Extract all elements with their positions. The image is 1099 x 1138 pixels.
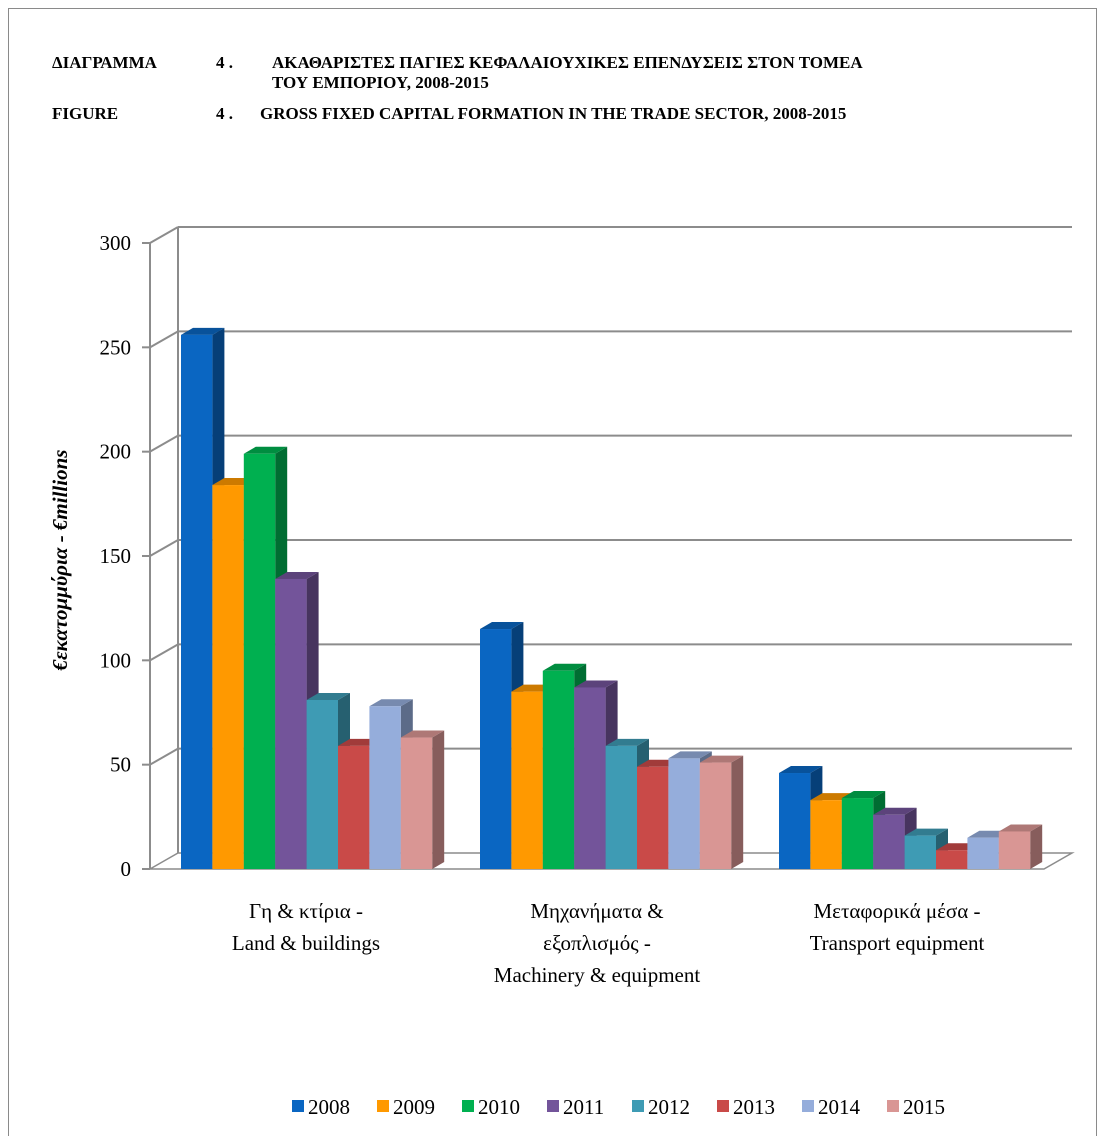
legend-item-2011: 2011 <box>547 1095 604 1119</box>
legend-item-2012: 2012 <box>632 1095 690 1119</box>
legend-item-2013: 2013 <box>717 1095 775 1119</box>
gridline-200 <box>149 434 179 453</box>
y-tick-label-300: 300 <box>100 231 132 255</box>
legend-label-2010: 2010 <box>478 1095 520 1119</box>
gridline-150 <box>149 539 179 557</box>
gridline-100 <box>149 643 179 662</box>
category-label-2-line2: εξοπλισμός - <box>543 931 651 955</box>
y-tick-label-0: 0 <box>121 857 132 881</box>
legend-swatch-2010 <box>462 1100 474 1112</box>
legend-item-2008: 2008 <box>292 1095 350 1119</box>
chart-legend: 2008 2009 2010 2011 2012 2013 2014 2015 <box>292 1095 945 1119</box>
header-greek-title: ΑΚΑΘΑΡΙΣΤΕΣ ΠΑΓΙΕΣ ΚΕΦΑΛΑΙΟΥΧΙΚΕΣ ΕΠΕΝΔΥ… <box>272 53 863 72</box>
bar-2015-cat2 <box>699 755 744 869</box>
y-axis-title: €εκατομμύρια - €millions <box>48 450 72 672</box>
category-label-1-line1: Γη & κτίρια - <box>249 899 363 923</box>
header-greek-label: ΔΙΑΓΡΑΜΜΑ <box>52 53 157 72</box>
y-tick-label-100: 100 <box>100 648 132 672</box>
y-tick-label-150: 150 <box>100 544 132 568</box>
bar-2015-cat3 <box>998 824 1043 869</box>
header-english-number: 4 . <box>216 104 233 123</box>
legend-label-2008: 2008 <box>308 1095 350 1119</box>
category-label-3-line2: Transport equipment <box>810 931 985 955</box>
legend-swatch-2013 <box>717 1100 729 1112</box>
legend-swatch-2015 <box>887 1100 899 1112</box>
legend-swatch-2011 <box>547 1100 559 1112</box>
gridline-250 <box>149 330 179 349</box>
category-label-2-line1: Μηχανήματα & <box>530 899 663 923</box>
y-tick-label-200: 200 <box>100 440 132 464</box>
legend-label-2014: 2014 <box>818 1095 861 1119</box>
legend-item-2009: 2009 <box>377 1095 435 1119</box>
chart-bars <box>181 327 1043 869</box>
legend-label-2015: 2015 <box>903 1095 945 1119</box>
legend-label-2011: 2011 <box>563 1095 604 1119</box>
legend-swatch-2012 <box>632 1100 644 1112</box>
legend-label-2012: 2012 <box>648 1095 690 1119</box>
legend-swatch-2014 <box>802 1100 814 1112</box>
header-english-label: FIGURE <box>52 104 119 123</box>
legend-label-2013: 2013 <box>733 1095 775 1119</box>
header-greek-number: 4 . <box>216 53 233 72</box>
header-greek-title-cont: ΤΟΥ ΕΜΠΟΡΙΟΥ, 2008-2015 <box>272 73 489 92</box>
category-labels: Γη & κτίρια - Land & buildings Μηχανήματα … <box>232 899 985 987</box>
y-axis-ticks: 0 50 100 150 200 250 300 <box>100 231 150 881</box>
header-english-title: GROSS FIXED CAPITAL FORMATION IN THE TRA… <box>260 104 847 123</box>
category-label-3-line1: Μεταφορικά μέσα - <box>814 899 981 923</box>
y-tick-label-50: 50 <box>110 753 131 777</box>
gridline-300 <box>149 226 179 244</box>
legend-item-2014: 2014 <box>802 1095 861 1119</box>
gridline-50 <box>149 747 179 766</box>
category-label-1-line2: Land & buildings <box>232 931 380 955</box>
legend-label-2009: 2009 <box>393 1095 435 1119</box>
bar-2015-cat1 <box>400 730 445 869</box>
legend-swatch-2009 <box>377 1100 389 1112</box>
y-tick-label-250: 250 <box>100 335 132 359</box>
figure-frame <box>8 8 1097 1136</box>
legend-swatch-2008 <box>292 1100 304 1112</box>
legend-item-2015: 2015 <box>887 1095 945 1119</box>
category-label-2-line3: Machinery & equipment <box>494 963 701 987</box>
legend-item-2010: 2010 <box>462 1095 520 1119</box>
